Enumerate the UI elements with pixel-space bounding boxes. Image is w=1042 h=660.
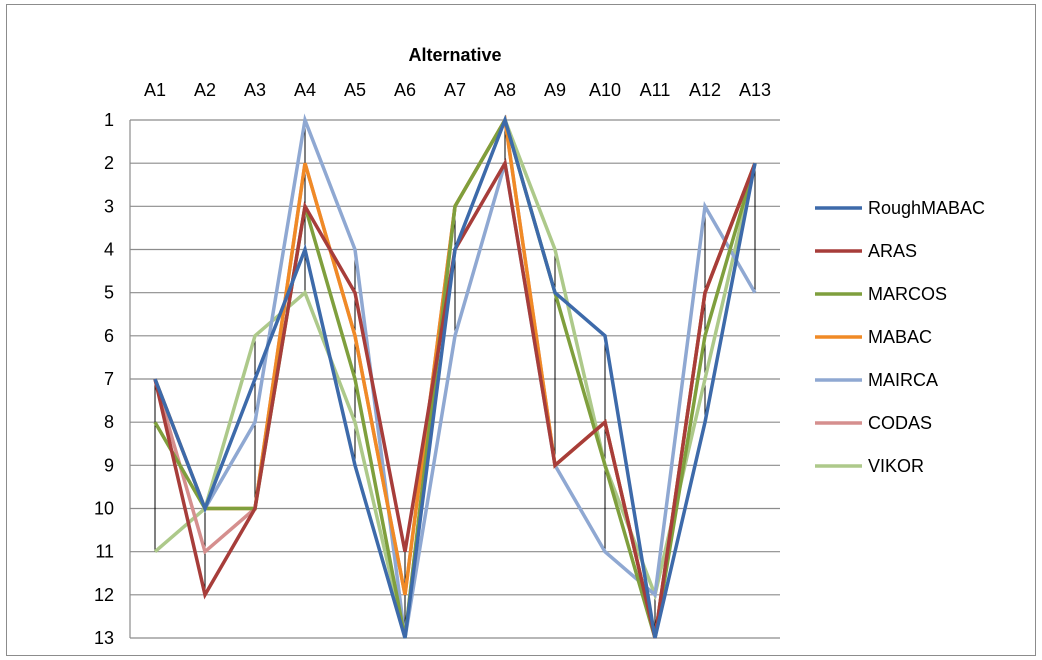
y-tick-label: 4: [104, 240, 114, 260]
y-tick-label: 11: [95, 542, 114, 562]
x-tick-label: A7: [444, 80, 466, 100]
y-tick-label: 8: [104, 412, 114, 432]
legend: RoughMABAC ARAS MARCOS MABAC MAIRCA CODAS VIKO…: [815, 198, 985, 476]
legend-label: MARCOS: [868, 284, 947, 304]
x-tick-label: A11: [640, 80, 671, 100]
x-tick-label: A5: [344, 80, 366, 100]
x-tick-label: A9: [544, 80, 566, 100]
series-line: [153, 114, 757, 639]
x-tick-label: A3: [244, 80, 266, 100]
x-tick-label: A2: [194, 80, 216, 100]
x-tick-label: A4: [294, 80, 316, 100]
legend-label: VIKOR: [868, 456, 924, 476]
y-tick-label: 9: [104, 455, 114, 475]
legend-label: MAIRCA: [868, 370, 938, 390]
x-tick-label: A1: [144, 80, 166, 100]
chart-frame: [6, 4, 1036, 656]
series-line: [153, 113, 757, 639]
x-tick-label: A6: [394, 80, 416, 100]
y-tick-label: 6: [104, 326, 114, 346]
x-tick-label: A12: [689, 80, 721, 100]
legend-label: RoughMABAC: [868, 198, 985, 218]
legend-label: MABAC: [868, 327, 932, 347]
y-tick-label: 1: [104, 110, 114, 130]
series-lines: [153, 113, 757, 639]
y-tick-label: 12: [94, 585, 114, 605]
y-tick-label: 2: [104, 153, 114, 173]
y-tick-label: 10: [94, 499, 114, 519]
x-tick-label: A13: [739, 80, 771, 100]
y-tick-label: 5: [104, 283, 114, 303]
x-axis-tick-labels: A1 A2 A3 A4 A5 A6 A7 A8 A9 A10 A11 A12 A13: [144, 80, 771, 100]
y-tick-label: 13: [94, 628, 114, 648]
y-tick-label: 7: [104, 369, 114, 389]
x-tick-label: A8: [494, 80, 516, 100]
chart-title: Alternative: [408, 45, 501, 65]
legend-label: ARAS: [868, 241, 917, 261]
y-tick-label: 3: [104, 196, 114, 216]
legend-label: CODAS: [868, 413, 932, 433]
x-tick-label: A10: [589, 80, 621, 100]
